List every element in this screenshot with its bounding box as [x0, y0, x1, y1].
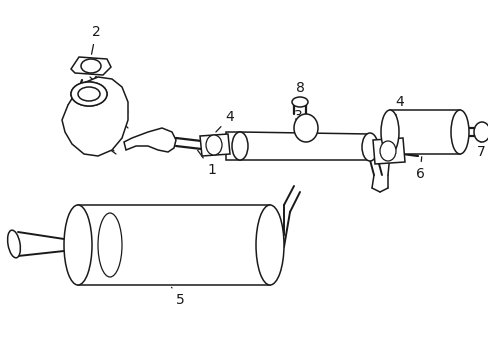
- Polygon shape: [71, 57, 111, 75]
- Polygon shape: [389, 110, 459, 154]
- Ellipse shape: [473, 122, 488, 142]
- Text: 1: 1: [197, 150, 216, 177]
- Text: 7: 7: [476, 142, 485, 159]
- Polygon shape: [372, 138, 404, 164]
- Ellipse shape: [81, 59, 101, 73]
- Polygon shape: [62, 77, 128, 156]
- Ellipse shape: [256, 205, 284, 285]
- Ellipse shape: [205, 135, 222, 155]
- Text: 3: 3: [293, 109, 302, 129]
- Text: 8: 8: [295, 81, 304, 98]
- Ellipse shape: [231, 132, 247, 160]
- Polygon shape: [78, 205, 269, 285]
- Ellipse shape: [8, 230, 20, 258]
- Polygon shape: [240, 132, 369, 160]
- Text: 5: 5: [171, 287, 184, 307]
- Text: 4: 4: [216, 110, 234, 132]
- Ellipse shape: [78, 87, 100, 101]
- Ellipse shape: [71, 82, 107, 106]
- Ellipse shape: [450, 110, 468, 154]
- Ellipse shape: [379, 141, 395, 161]
- Ellipse shape: [71, 82, 107, 106]
- Ellipse shape: [293, 114, 317, 142]
- Polygon shape: [200, 134, 229, 156]
- Ellipse shape: [64, 205, 92, 285]
- Ellipse shape: [361, 133, 377, 161]
- Polygon shape: [124, 128, 176, 152]
- Ellipse shape: [98, 213, 122, 277]
- Ellipse shape: [291, 97, 307, 107]
- Ellipse shape: [380, 110, 398, 154]
- Text: 4: 4: [388, 95, 404, 138]
- Text: 2: 2: [91, 25, 100, 54]
- Text: 6: 6: [415, 157, 424, 181]
- Polygon shape: [225, 132, 240, 160]
